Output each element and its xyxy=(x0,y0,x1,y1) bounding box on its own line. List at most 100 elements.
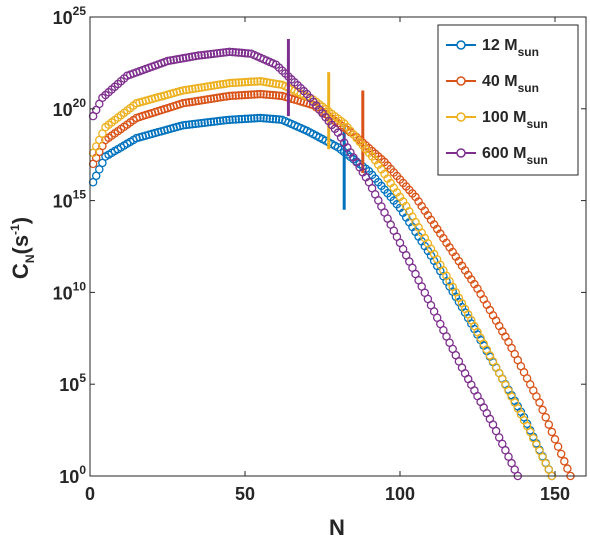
data-point xyxy=(231,48,240,57)
data-point xyxy=(237,114,247,124)
y-tick-label: 100 xyxy=(59,463,86,487)
svg-text:CN(s-1): CN(s-1) xyxy=(8,217,37,279)
data-point xyxy=(544,420,554,429)
data-point xyxy=(188,97,197,107)
data-point xyxy=(259,90,268,99)
x-axis-label: N xyxy=(329,515,345,540)
data-point xyxy=(225,115,234,125)
y-tick-label: 1025 xyxy=(53,4,87,28)
data-point xyxy=(265,114,275,124)
series-layer xyxy=(88,39,575,481)
data-point xyxy=(228,78,237,88)
data-point xyxy=(219,116,228,125)
data-point xyxy=(178,54,188,63)
data-point xyxy=(209,81,219,90)
data-point xyxy=(197,50,206,60)
data-point xyxy=(556,449,566,459)
y-tick-label: 1010 xyxy=(53,279,87,303)
y-axis-label-unit-sup: -1 xyxy=(8,224,22,235)
data-point xyxy=(274,115,284,124)
legend-entry-label: 100 Msun xyxy=(482,109,548,131)
data-point xyxy=(215,80,225,89)
data-point xyxy=(169,55,178,65)
data-point xyxy=(184,120,194,129)
data-point xyxy=(212,93,222,103)
x-tick-label: 100 xyxy=(385,484,415,504)
data-point xyxy=(256,89,265,99)
data-point xyxy=(200,82,209,92)
data-point xyxy=(194,119,203,128)
data-point xyxy=(222,48,231,57)
data-point xyxy=(243,90,253,100)
data-point xyxy=(184,98,194,107)
data-point xyxy=(271,79,281,89)
y-tick-label: 1015 xyxy=(53,188,87,212)
data-point xyxy=(541,412,550,422)
legend-entry-label: 12 Msun xyxy=(482,37,539,59)
data-point xyxy=(175,54,185,64)
series-2 xyxy=(88,72,557,481)
data-point xyxy=(274,91,284,100)
data-point xyxy=(197,83,206,92)
data-point xyxy=(178,121,188,130)
data-point xyxy=(246,77,256,87)
y-axis-label-main: C xyxy=(8,263,33,279)
data-point xyxy=(535,398,544,407)
data-point xyxy=(181,98,191,108)
data-point xyxy=(237,78,247,87)
data-point xyxy=(215,48,225,58)
data-point xyxy=(228,91,237,101)
series-1 xyxy=(88,89,575,481)
data-point xyxy=(237,90,247,100)
data-point xyxy=(262,90,271,99)
data-point xyxy=(209,94,219,103)
data-point xyxy=(259,113,268,123)
legend-marker xyxy=(456,40,466,50)
data-point xyxy=(246,114,256,123)
data-point xyxy=(163,56,172,66)
y-axis-label-unit-open: (s xyxy=(8,235,33,255)
data-point xyxy=(184,85,194,94)
data-point xyxy=(243,77,253,87)
data-point xyxy=(262,114,271,123)
data-point xyxy=(197,96,206,105)
x-ticks: 0 50 100 150 xyxy=(85,17,570,504)
data-point xyxy=(206,49,216,59)
x-tick-label: 150 xyxy=(540,484,570,504)
data-point xyxy=(191,119,200,129)
data-point xyxy=(271,91,281,100)
y-tick-label: 1020 xyxy=(53,96,87,120)
data-point xyxy=(191,97,200,106)
y-axis-label-unit-close: ) xyxy=(8,217,33,224)
data-point xyxy=(250,90,259,99)
data-point xyxy=(212,80,222,90)
data-point xyxy=(538,405,547,415)
data-point xyxy=(212,49,222,58)
data-point xyxy=(219,92,228,102)
y-axis-label: CN(s-1) xyxy=(8,217,37,279)
data-point xyxy=(203,82,213,91)
data-point xyxy=(200,95,209,105)
data-point xyxy=(253,90,262,99)
legend-entry-label: 40 Msun xyxy=(482,73,539,95)
data-point xyxy=(209,117,219,126)
data-point xyxy=(253,113,262,123)
data-point xyxy=(231,115,240,124)
data-point xyxy=(234,48,244,57)
data-point xyxy=(212,117,222,126)
data-point xyxy=(206,117,216,127)
legend-marker xyxy=(456,76,466,86)
data-point xyxy=(206,94,216,104)
data-point xyxy=(265,90,275,100)
data-point xyxy=(231,91,240,100)
data-point xyxy=(181,53,191,63)
data-point xyxy=(560,457,569,466)
data-point xyxy=(166,56,175,65)
data-point xyxy=(271,115,281,124)
data-point xyxy=(188,119,197,129)
data-point xyxy=(268,114,278,124)
data-point xyxy=(256,77,265,86)
data-point xyxy=(178,86,188,95)
data-point xyxy=(225,78,234,88)
